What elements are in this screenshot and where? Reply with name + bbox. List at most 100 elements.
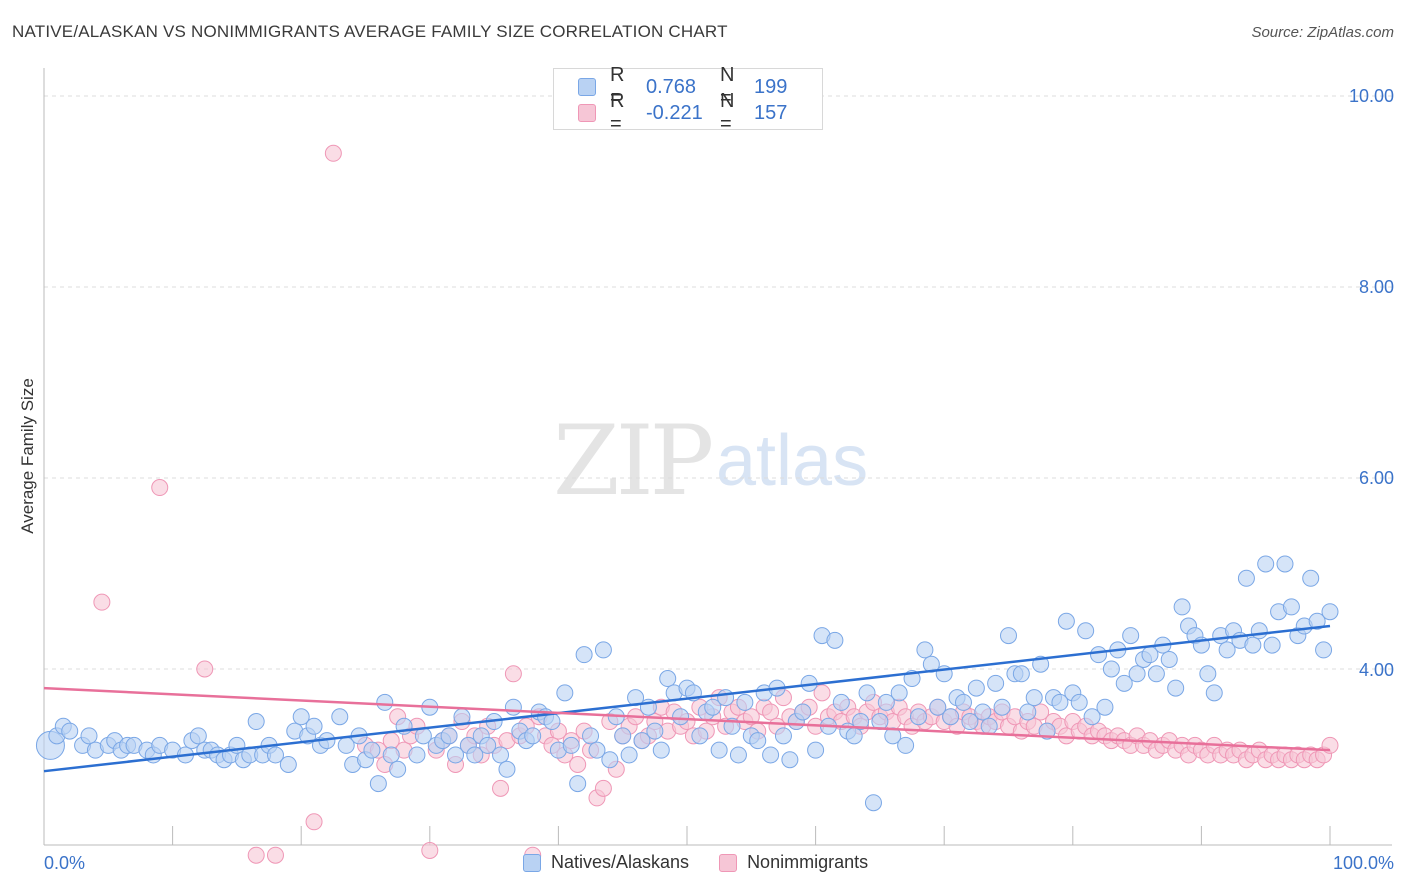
natives-point (1205, 684, 1223, 702)
stats-row-natives: R = 0.768 N = 199 (578, 64, 788, 109)
natives-point (363, 741, 381, 759)
nonimmigrants-point (569, 756, 587, 773)
legend-item-nonimmigrants: Nonimmigrants (719, 852, 868, 873)
natives-point (305, 717, 323, 735)
n-value: 199 (754, 75, 788, 98)
nonimmigrants-point (504, 665, 522, 683)
natives-point (704, 698, 722, 716)
nonimmigrants-point (421, 841, 439, 859)
natives-point (1244, 636, 1262, 654)
natives-point (440, 727, 458, 745)
natives-point (504, 698, 522, 716)
nonimmigrants-point (305, 813, 323, 831)
nonimmigrants-point (492, 779, 510, 797)
natives-point (729, 746, 747, 764)
r-label: R = (610, 64, 625, 109)
nonimmigrants-point (93, 593, 111, 611)
natives-point (1302, 569, 1320, 587)
x-tick-max: 100.0% (1332, 853, 1394, 873)
natives-point (266, 746, 284, 764)
natives-point (1263, 636, 1281, 654)
natives-point (247, 713, 265, 731)
natives-point (864, 794, 882, 812)
chart-title: NATIVE/ALASKAN VS NONIMMIGRANTS AVERAGE … (12, 22, 728, 41)
natives-point (575, 646, 593, 664)
natives-point (331, 708, 349, 726)
nonimmigrants-point (813, 684, 831, 702)
natives-point (1102, 660, 1120, 678)
natives-point (376, 693, 394, 711)
natives-point (858, 684, 876, 702)
natives-point (1173, 598, 1191, 616)
natives-point (279, 756, 297, 773)
natives-point (1090, 646, 1108, 664)
pink-swatch-icon (578, 104, 596, 122)
natives-point (369, 775, 387, 793)
natives-point (1237, 569, 1255, 587)
stats-row-nonimmigrants: R = -0.221 N = 157 (578, 90, 788, 135)
natives-point (1057, 612, 1075, 630)
natives-point (1025, 689, 1043, 707)
natives-point (890, 684, 908, 702)
natives-point (1115, 674, 1133, 692)
natives-point (826, 631, 844, 649)
natives-point (774, 727, 792, 745)
n-value: 157 (754, 101, 788, 124)
y-tick-label: 8.00 (1358, 277, 1394, 297)
natives-point (1276, 555, 1294, 573)
nonimmigrants-point (762, 703, 780, 721)
r-label: R = (610, 90, 625, 135)
natives-point (762, 746, 780, 764)
source-label: Source: ZipAtlas.com (1251, 24, 1394, 41)
natives-point (909, 708, 927, 726)
y-tick-label: 10.00 (1348, 86, 1394, 106)
natives-point (492, 746, 510, 764)
nonimmigrants-point (196, 660, 214, 678)
legend-item-natives: Natives/Alaskans (523, 852, 689, 873)
natives-point (633, 732, 651, 750)
natives-point (1282, 598, 1300, 616)
natives-point (620, 746, 638, 764)
natives-point (447, 746, 465, 764)
blue-swatch-icon (523, 853, 541, 872)
nonimmigrants-point (151, 479, 169, 497)
natives-point (987, 674, 1005, 692)
natives-point (1070, 693, 1088, 711)
series-legend: Natives/Alaskans Nonimmigrants (523, 852, 898, 873)
natives-point (954, 693, 972, 711)
natives-point (1308, 612, 1326, 630)
natives-point (916, 641, 934, 659)
natives-point (479, 736, 497, 754)
natives-point (717, 689, 735, 707)
natives-point (543, 713, 561, 731)
natives-point (852, 713, 870, 731)
nonimmigrants-point (324, 144, 342, 162)
natives-point (569, 775, 587, 793)
stats-legend: R = 0.768 N = 199 R = -0.221 N = 157 (553, 64, 823, 135)
natives-point (389, 760, 407, 778)
natives-point (588, 741, 606, 759)
n-label: N = (720, 64, 735, 109)
natives-point (601, 751, 619, 769)
natives-point (1077, 622, 1095, 640)
legend-label-nonimmigrants: Nonimmigrants (747, 852, 869, 872)
legend-label-natives: Natives/Alaskans (551, 852, 690, 872)
natives-point (672, 708, 690, 726)
nonimmigrants-trendline (43, 686, 1331, 752)
natives-point (781, 751, 799, 769)
natives-point (1096, 698, 1114, 716)
natives-point (1051, 693, 1069, 711)
natives-trendline (43, 624, 1331, 773)
nonimmigrants-point (594, 779, 612, 797)
natives-point (1128, 665, 1146, 683)
natives-point (1321, 603, 1339, 621)
natives-point (80, 727, 98, 745)
natives-point (1122, 627, 1140, 645)
natives-point (582, 727, 600, 745)
natives-point (466, 746, 484, 764)
natives-point (736, 693, 754, 711)
natives-point (845, 727, 863, 745)
natives-point (652, 741, 670, 759)
natives-point (749, 732, 767, 750)
y-tick-label: 6.00 (1358, 468, 1394, 488)
